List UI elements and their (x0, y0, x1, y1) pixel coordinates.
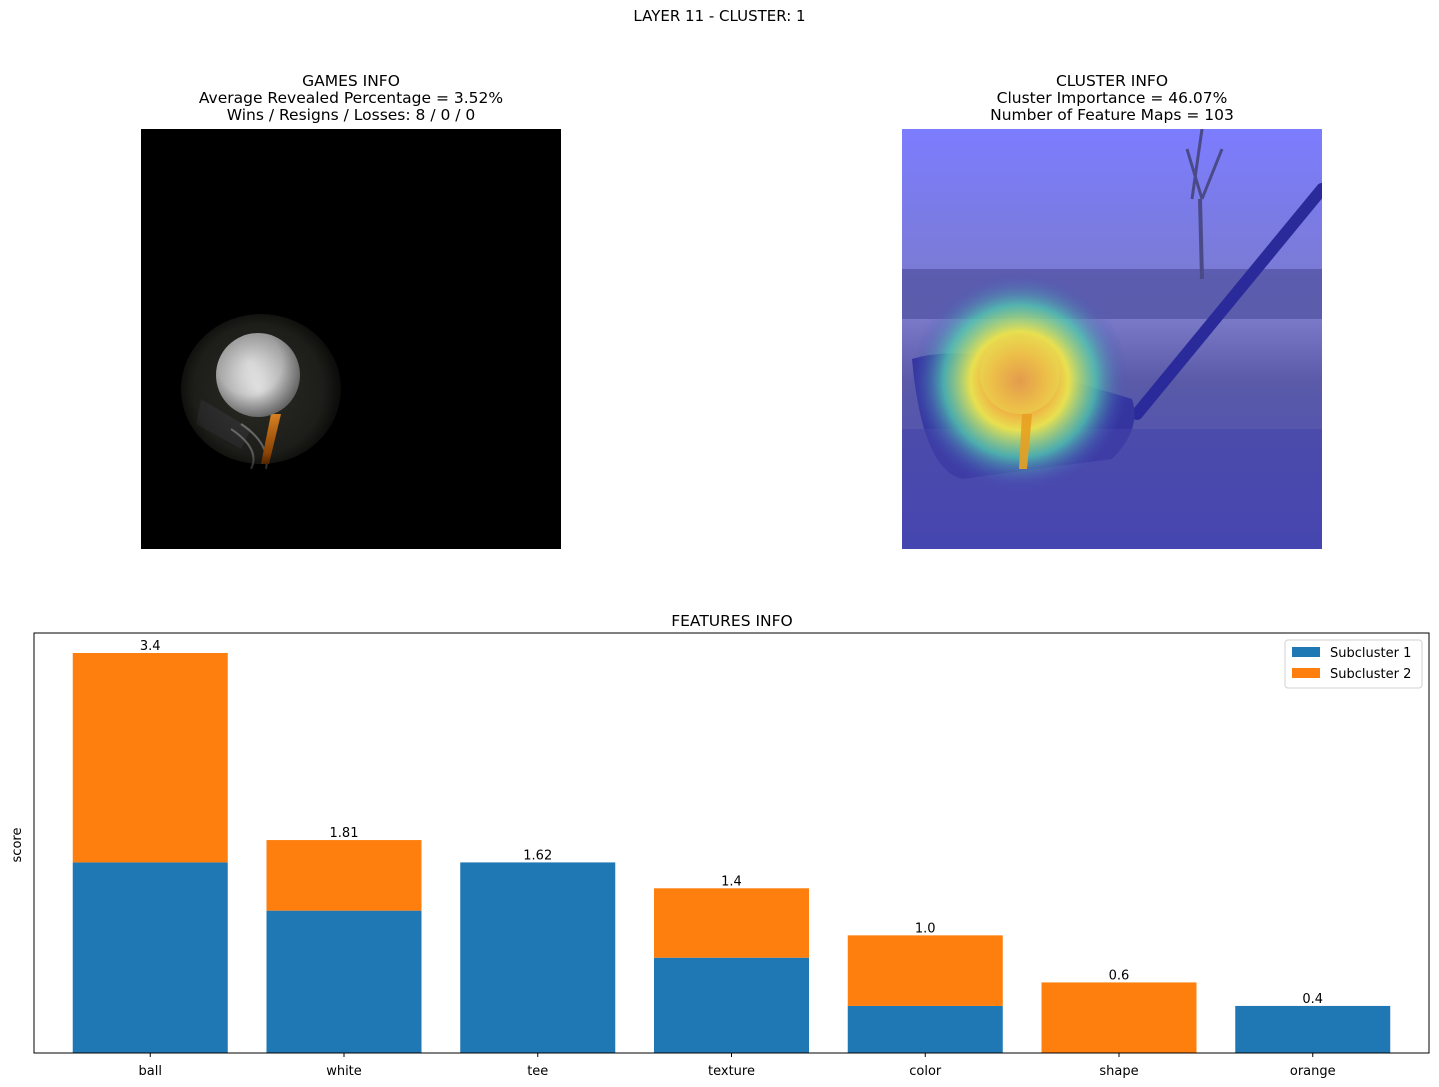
x-tick-label-white: white (326, 1064, 362, 1079)
bar-ball-subcluster-1 (72, 862, 228, 1053)
bar-white-subcluster-2 (266, 840, 422, 911)
cluster-info-title: CLUSTER INFO (1055, 72, 1169, 90)
value-label-texture: 1.4 (721, 874, 742, 889)
revealed-golf-ball-image (141, 129, 561, 549)
value-label-white: 1.81 (330, 826, 359, 841)
bar-ball-subcluster-2 (72, 653, 228, 863)
heatmap-image (902, 129, 1322, 549)
bar-orange-subcluster-1 (1235, 1005, 1391, 1053)
legend-label-subcluster-1: Subcluster 1 (1330, 646, 1411, 661)
bar-shape-subcluster-2 (1041, 982, 1197, 1053)
legend: Subcluster 1 Subcluster 2 (1284, 639, 1423, 689)
x-tick-label-ball: ball (139, 1064, 162, 1079)
bar-tee-subcluster-1 (460, 862, 616, 1053)
x-tick-label-texture: texture (708, 1064, 755, 1079)
games-info-title-block: GAMES INFO Average Revealed Percentage =… (101, 73, 601, 124)
games-info-results: Wins / Resigns / Losses: 8 / 0 / 0 (226, 106, 476, 124)
plot-frame (33, 632, 1430, 1054)
bars-group (72, 653, 1391, 1053)
value-label-orange: 0.4 (1302, 992, 1323, 1007)
bar-texture-subcluster-1 (654, 957, 809, 1053)
bar-color-subcluster-1 (847, 1005, 1003, 1053)
x-tick-label-color: color (909, 1064, 942, 1079)
cluster-info-importance: Cluster Importance = 46.07% (996, 89, 1228, 107)
revealed-image (141, 129, 561, 549)
x-tick-label-shape: shape (1099, 1064, 1138, 1079)
legend-swatch-subcluster-1 (1292, 647, 1320, 657)
chart-title: FEATURES INFO (671, 612, 793, 630)
games-info-revealed: Average Revealed Percentage = 3.52% (198, 89, 504, 107)
cluster-info-title-block: CLUSTER INFO Cluster Importance = 46.07%… (862, 73, 1362, 124)
heatmap-golf-image (902, 129, 1322, 549)
x-tick-label-orange: orange (1290, 1064, 1336, 1079)
value-label-ball: 3.4 (140, 639, 161, 654)
value-label-color: 1.0 (915, 921, 936, 936)
figure-suptitle: LAYER 11 - CLUSTER: 1 (633, 7, 806, 25)
legend-label-subcluster-2: Subcluster 2 (1330, 667, 1411, 682)
value-label-shape: 0.6 (1109, 968, 1130, 983)
x-tick-label-tee: tee (527, 1064, 548, 1079)
games-info-title: GAMES INFO (302, 72, 400, 90)
value-label-tee: 1.62 (523, 848, 552, 863)
bar-white-subcluster-1 (266, 910, 422, 1053)
legend-swatch-subcluster-2 (1292, 668, 1320, 678)
bar-color-subcluster-2 (847, 935, 1003, 1006)
features-info-chart: FEATURES INFO score 3.4 1.81 1.62 1.4 1.0 0.6… (10, 612, 1430, 1079)
x-ticks-group: ball white tee texture color shape orange (139, 1053, 1336, 1079)
y-axis-label: score (10, 828, 25, 863)
bar-texture-subcluster-2 (654, 888, 809, 958)
value-labels-group: 3.4 1.81 1.62 1.4 1.0 0.6 0.4 (140, 639, 1323, 1007)
cluster-info-feature-maps: Number of Feature Maps = 103 (990, 106, 1234, 124)
